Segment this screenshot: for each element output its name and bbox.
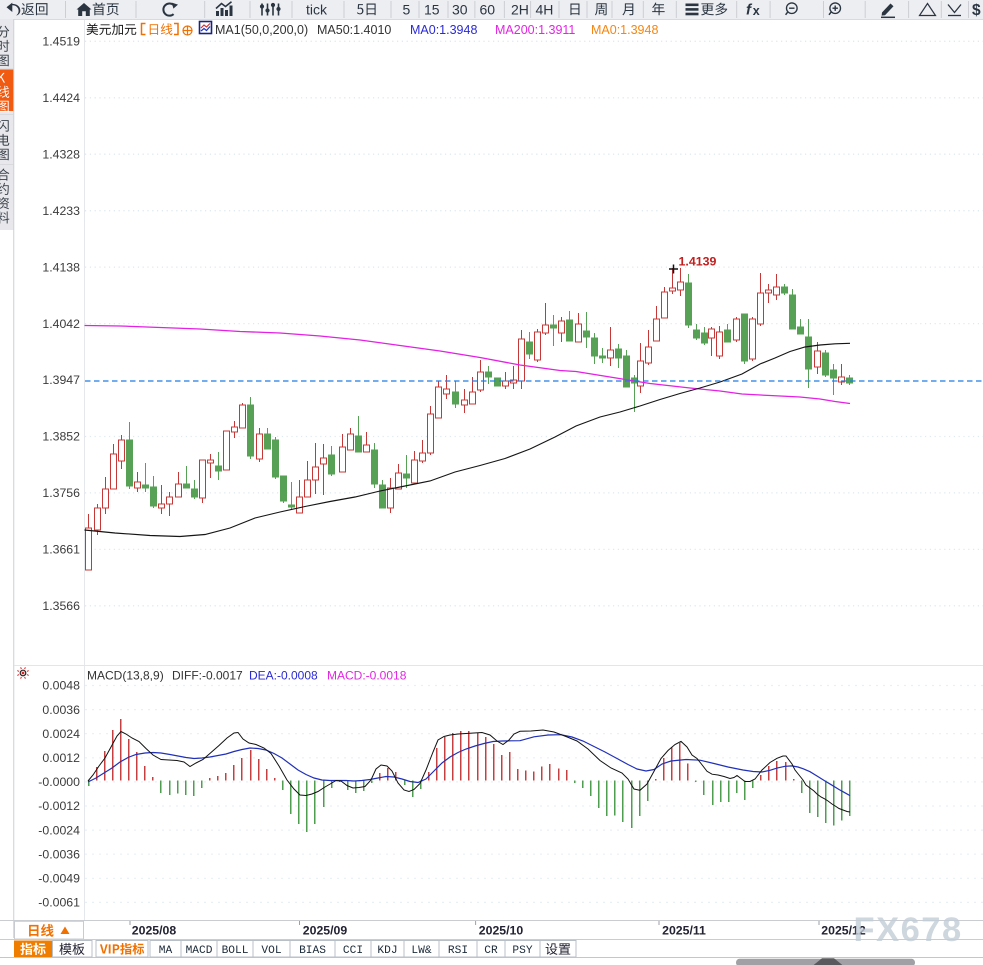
svg-text:1.4424: 1.4424	[42, 91, 80, 105]
svg-text:KDJ: KDJ	[377, 945, 397, 957]
svg-text:DEA:-0.0008: DEA:-0.0008	[249, 669, 318, 683]
svg-text:FX678: FX678	[854, 911, 963, 949]
svg-text:2025/08: 2025/08	[132, 924, 177, 938]
svg-text:-0.0012: -0.0012	[38, 799, 80, 813]
svg-text:MACD:-0.0018: MACD:-0.0018	[327, 669, 407, 683]
svg-text:0.0024: 0.0024	[42, 727, 80, 741]
svg-text:1.3661: 1.3661	[42, 543, 80, 557]
svg-text:x: x	[753, 4, 760, 18]
svg-text:1.3756: 1.3756	[42, 486, 80, 500]
svg-text:1.3947: 1.3947	[42, 373, 80, 387]
svg-text:2025/09: 2025/09	[303, 924, 348, 938]
svg-text:1.4138: 1.4138	[42, 260, 80, 274]
svg-text:30: 30	[452, 1, 468, 17]
svg-text:1.3566: 1.3566	[42, 599, 80, 613]
svg-text:f: f	[746, 2, 753, 19]
svg-text:1.4042: 1.4042	[42, 317, 80, 331]
svg-text:60: 60	[480, 1, 496, 17]
svg-text:4H: 4H	[536, 1, 554, 17]
svg-text:MA1(50,0,200,0): MA1(50,0,200,0)	[215, 23, 308, 37]
svg-text:DIFF:-0.0017: DIFF:-0.0017	[172, 669, 243, 683]
svg-text:BOLL: BOLL	[222, 945, 249, 957]
svg-text:MA0:1.3948: MA0:1.3948	[591, 23, 658, 37]
svg-text:2025/11: 2025/11	[662, 924, 706, 938]
svg-text:-0.0049: -0.0049	[38, 872, 80, 886]
svg-text:5: 5	[403, 1, 411, 17]
svg-text:RSI: RSI	[448, 945, 468, 957]
svg-text:CCI: CCI	[343, 945, 363, 957]
svg-text:BIAS: BIAS	[299, 945, 326, 957]
svg-text:1.4233: 1.4233	[42, 204, 80, 218]
svg-text:$: $	[972, 2, 981, 19]
svg-text:2025/12: 2025/12	[821, 924, 866, 938]
svg-text:MA200:1.3911: MA200:1.3911	[495, 23, 575, 37]
svg-text:15: 15	[424, 1, 440, 17]
svg-text:1.4139: 1.4139	[679, 255, 717, 269]
svg-text:MACD(13,8,9): MACD(13,8,9)	[87, 669, 164, 683]
svg-text:-0.0061: -0.0061	[38, 896, 80, 910]
svg-text:1.3852: 1.3852	[42, 430, 80, 444]
svg-text:-0.0000: -0.0000	[38, 775, 80, 789]
svg-text:VOL: VOL	[261, 945, 281, 957]
svg-text:-0.0036: -0.0036	[38, 847, 80, 861]
svg-text:PSY: PSY	[512, 945, 532, 957]
svg-text:1.4328: 1.4328	[42, 147, 80, 161]
svg-text:-0.0024: -0.0024	[38, 823, 80, 837]
svg-text:MACD: MACD	[186, 945, 213, 957]
svg-text:MA: MA	[159, 945, 173, 957]
svg-text:2025/10: 2025/10	[479, 924, 524, 938]
svg-text:LW&: LW&	[411, 945, 431, 957]
svg-text:2H: 2H	[511, 1, 529, 17]
svg-text:0.0048: 0.0048	[42, 679, 80, 693]
svg-text:MA0:1.3948: MA0:1.3948	[410, 23, 477, 37]
svg-text:CR: CR	[484, 945, 498, 957]
svg-text:MA50:1.4010: MA50:1.4010	[317, 23, 391, 37]
svg-text:tick: tick	[306, 1, 328, 17]
svg-text:1.4519: 1.4519	[42, 35, 80, 49]
svg-text:0.0012: 0.0012	[42, 751, 80, 765]
svg-text:0.0036: 0.0036	[42, 703, 80, 717]
